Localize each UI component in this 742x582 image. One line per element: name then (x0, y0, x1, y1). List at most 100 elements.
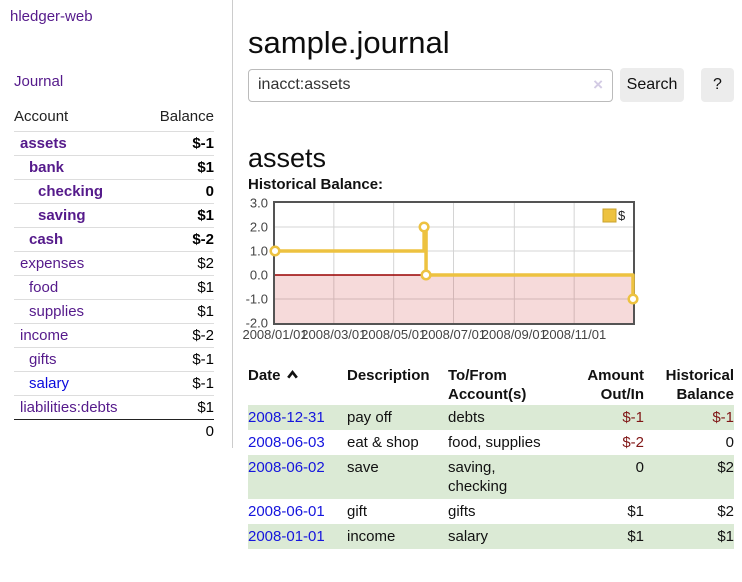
search-form: × Search ? (248, 68, 734, 102)
register-header-row: Date Description To/From Account(s) Amou… (248, 363, 734, 405)
register-amount: 0 (559, 455, 644, 499)
register-row: 2008-06-02 save saving, checking 0 $2 (248, 455, 734, 499)
x-axis-tick: 2008/03/01 (301, 327, 367, 342)
search-button[interactable]: Search (620, 68, 684, 102)
register-description: eat & shop (347, 434, 419, 451)
account-name-cell: supplies (14, 299, 146, 324)
sidebar-account-row: income $-2 (14, 323, 214, 348)
sidebar-account-row: assets $-1 (14, 131, 214, 156)
sidebar-account-row: bank $1 (14, 155, 214, 180)
y-axis-tick: 1.0 (249, 243, 268, 259)
register-balance: $2 (717, 503, 734, 520)
account-name-cell: food (14, 275, 146, 300)
data-point-marker (420, 269, 432, 281)
account-balance: $-1 (145, 131, 214, 156)
account-name-cell: liabilities:debts (14, 395, 146, 420)
register-balance: $-1 (644, 405, 734, 430)
sidebar-account-link[interactable]: cash (29, 231, 64, 248)
account-balance: $1 (145, 299, 214, 324)
sidebar-account-row: checking 0 (14, 179, 214, 204)
column-header-date[interactable]: Date (248, 363, 347, 405)
sidebar-account-row: cash $-2 (14, 227, 214, 252)
sidebar-item-journal[interactable]: Journal (14, 73, 64, 90)
legend-swatch (602, 208, 617, 223)
accounts-header-balance: Balance (159, 108, 214, 125)
accounts-total-spacer (14, 419, 146, 443)
register-amount: $-1 (559, 405, 644, 430)
account-name-cell: saving (14, 203, 146, 228)
brand-link[interactable]: hledger-web (10, 8, 93, 25)
register-date-link[interactable]: 2008-06-01 (248, 503, 325, 520)
account-name-cell: salary (14, 371, 146, 396)
account-name-cell: gifts (14, 347, 146, 372)
account-balance: $1 (145, 395, 214, 420)
register-balance: $1 (644, 524, 734, 549)
data-point-marker (627, 293, 639, 305)
account-balance: $-2 (145, 227, 214, 252)
register-balance: $2 (644, 455, 734, 499)
sort-ascending-icon (286, 370, 298, 379)
sidebar-account-link[interactable]: saving (38, 207, 86, 224)
negative-region (275, 275, 633, 323)
register-table: Date Description To/From Account(s) Amou… (248, 363, 734, 549)
y-axis-tick: 3.0 (249, 195, 268, 211)
register-date-link[interactable]: 2008-06-02 (248, 459, 325, 476)
column-header-amount: Amount Out/In (587, 367, 644, 403)
account-balance: $-1 (145, 347, 214, 372)
sidebar-account-link[interactable]: supplies (29, 303, 85, 320)
historical-balance-chart: $ (269, 201, 639, 325)
sidebar-account-link[interactable]: checking (38, 183, 104, 200)
chart-svg: $ (269, 203, 639, 323)
accounts-total-row: 0 (14, 419, 214, 443)
account-name-cell: income (14, 323, 146, 348)
sidebar-account-row: expenses $2 (14, 251, 214, 276)
sidebar-account-row: saving $1 (14, 203, 214, 228)
register-date-link[interactable]: 2008-12-31 (248, 409, 325, 426)
register-date-cell: 2008-06-03 (248, 430, 347, 455)
sidebar-account-link[interactable]: liabilities:debts (20, 399, 118, 416)
sidebar-account-link[interactable]: bank (29, 159, 65, 176)
accounts-total-value: 0 (145, 419, 214, 443)
sidebar-account-row: supplies $1 (14, 299, 214, 324)
register-accounts: food, supplies (448, 434, 541, 451)
sidebar-account-link[interactable]: income (20, 327, 69, 344)
x-axis-tick: 2008/07/01 (420, 327, 487, 342)
account-balance: 0 (145, 179, 214, 204)
accounts-header-row: Account Balance (14, 108, 214, 132)
accounts-header-account: Account (14, 108, 69, 125)
sidebar-account-link[interactable]: food (29, 279, 59, 296)
sidebar-account-link[interactable]: salary (29, 375, 70, 392)
register-row: 2008-12-31 pay off debts $-1 $-1 (248, 405, 734, 430)
account-balance: $1 (145, 155, 214, 180)
column-header-accounts: To/From Account(s) (448, 367, 527, 403)
sidebar-account-row: salary $-1 (14, 371, 214, 396)
account-balance: $-2 (145, 323, 214, 348)
account-balance: $1 (145, 203, 214, 228)
register-row: 2008-06-01 gift gifts $1 $2 (248, 499, 734, 524)
sidebar-account-row: liabilities:debts $1 (14, 395, 214, 420)
sidebar: hledger-web Journal Account Balance asse… (0, 0, 233, 448)
sidebar-account-link[interactable]: assets (20, 135, 67, 152)
search-input[interactable] (248, 68, 613, 102)
register-description: pay off (347, 405, 448, 430)
y-axis-tick: 2.0 (249, 219, 268, 235)
register-date-link[interactable]: 2008-06-03 (248, 434, 325, 451)
accounts-table: Account Balance assets $-1 bank $1 checking 0… (14, 108, 214, 443)
y-axis-tick: -2.0 (245, 315, 268, 331)
y-axis-tick: -1.0 (245, 291, 268, 307)
register-description: income (347, 524, 448, 549)
chart-heading: Historical Balance: (248, 176, 384, 193)
help-button[interactable]: ? (701, 68, 734, 102)
register-amount: $1 (627, 503, 644, 520)
account-heading: assets (248, 143, 327, 174)
clear-search-icon[interactable]: × (593, 74, 603, 94)
register-amount: $1 (559, 524, 644, 549)
register-accounts: salary (448, 524, 559, 549)
register-date-cell: 2008-06-01 (248, 499, 347, 524)
register-date-link[interactable]: 2008-01-01 (248, 528, 325, 545)
sidebar-account-link[interactable]: expenses (20, 255, 85, 272)
account-name-cell: expenses (14, 251, 146, 276)
page-title: sample.journal (248, 24, 450, 60)
register-accounts: debts (448, 405, 559, 430)
sidebar-account-link[interactable]: gifts (29, 351, 57, 368)
